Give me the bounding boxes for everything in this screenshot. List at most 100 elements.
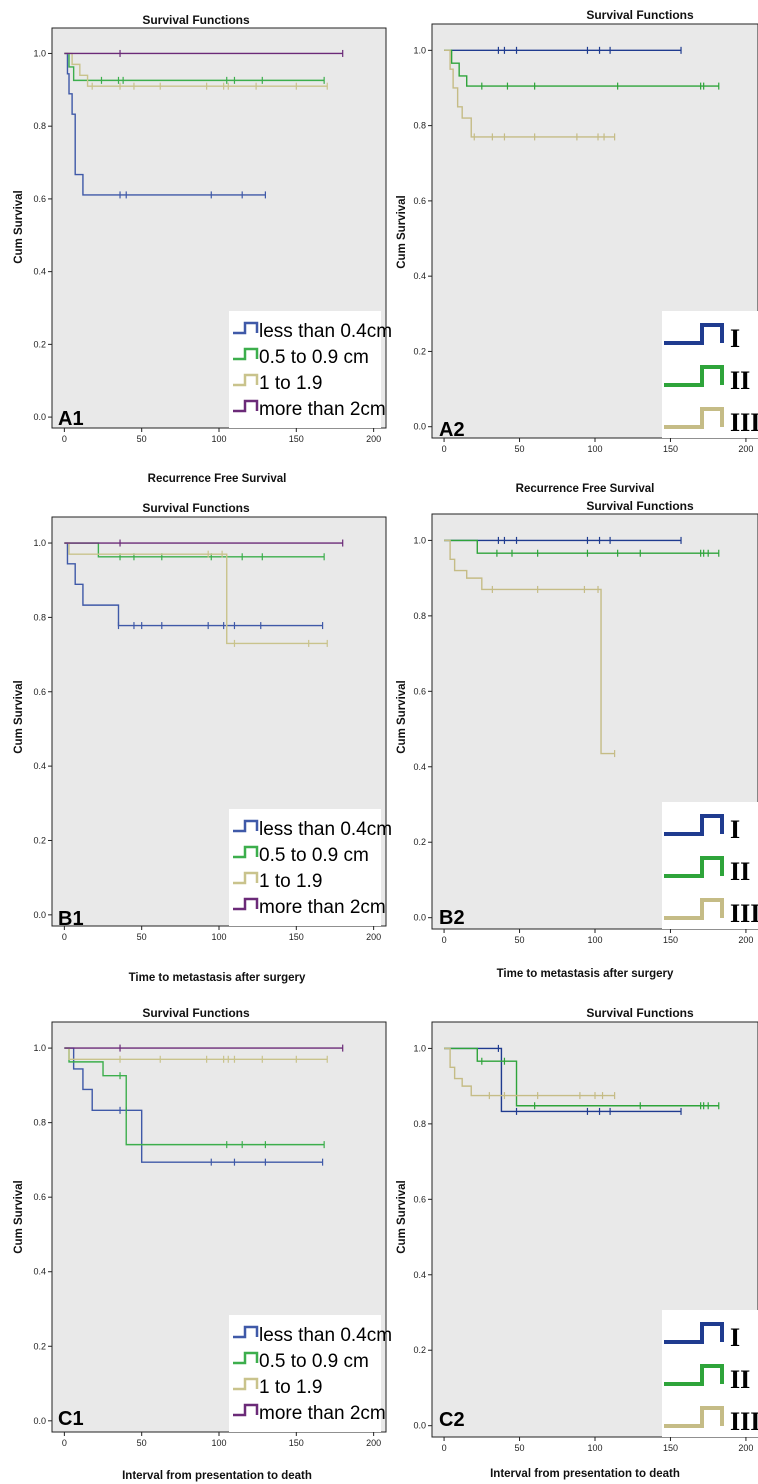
legend-swatch-less-than-0-4cm	[233, 1325, 259, 1339]
legend-label: more than 2cm	[259, 897, 386, 918]
survival-curve-less-than-0-4cm	[64, 542, 323, 627]
legend-swatch-less-than-0-4cm	[233, 321, 259, 335]
x-tick-label: 200	[738, 1443, 753, 1453]
x-tick-label: 100	[211, 1438, 226, 1448]
legend-label: II	[730, 1365, 750, 1394]
y-tick-label: 0.0	[413, 422, 426, 432]
y-tick-label: 0.8	[413, 1119, 426, 1129]
x-tick-label: 0	[62, 434, 67, 444]
legend-label: less than 0.4cm	[259, 321, 392, 342]
legend-swatch-grade-iii	[664, 1406, 724, 1428]
y-tick-label: 0.6	[413, 1194, 426, 1204]
legend-swatch-more-than-2cm	[233, 399, 259, 413]
y-tick-label: 0.8	[413, 121, 426, 131]
y-tick-label: 0.4	[33, 1267, 46, 1277]
legend-swatch-grade-i	[664, 814, 724, 836]
x-tick-label: 50	[137, 932, 147, 942]
x-tick-label: 200	[738, 444, 753, 454]
chart-title: Survival Functions	[586, 499, 694, 513]
chart-panel-c1: Survival Functions Interval from presenta…	[13, 1006, 392, 1482]
legend-label: I	[730, 815, 740, 844]
y-tick-label: 0.6	[33, 1192, 46, 1202]
legend-label: 1 to 1.9	[259, 373, 322, 394]
legend-swatch-grade-ii	[664, 365, 724, 387]
legend-box	[662, 311, 758, 438]
x-tick-label: 0	[442, 444, 447, 454]
legend-label: 0.5 to 0.9 cm	[259, 1351, 369, 1372]
legend-label: II	[730, 857, 750, 886]
survival-curve-ii	[444, 49, 719, 87]
x-tick-label: 150	[663, 1443, 678, 1453]
legend-swatch-grade-iii	[664, 407, 724, 429]
x-axis-label: Recurrence Free Survival	[516, 483, 655, 495]
legend-box	[229, 1315, 381, 1432]
legend-swatch-grade-ii	[664, 1364, 724, 1386]
legend-box	[662, 1310, 758, 1437]
legend-label: I	[730, 1323, 740, 1352]
legend-swatch-0-5-to-0-9-cm	[233, 1351, 259, 1365]
legend-label: III	[730, 408, 758, 437]
survival-curve-less-than-0-4cm	[64, 52, 266, 196]
y-tick-label: 0.0	[413, 913, 426, 923]
legend-swatch-grade-i	[664, 1322, 724, 1344]
legend-label: II	[730, 366, 750, 395]
x-tick-label: 200	[366, 434, 381, 444]
y-axis-label: Cum Survival	[13, 680, 25, 754]
x-tick-label: 150	[289, 1438, 304, 1448]
legend-box	[229, 809, 381, 926]
chart-panel-c2: Survival Functions Interval from presenta…	[396, 1006, 758, 1480]
legend-label: less than 0.4cm	[259, 819, 392, 840]
y-tick-label: 0.0	[33, 412, 46, 422]
y-tick-label: 0.2	[413, 1345, 426, 1355]
x-tick-label: 100	[211, 932, 226, 942]
legend-label: I	[730, 324, 740, 353]
x-tick-label: 50	[515, 935, 525, 945]
survival-curve-1-to-1-9	[64, 52, 328, 87]
legend-label: III	[730, 1407, 758, 1436]
survival-curve-iii	[444, 49, 615, 138]
x-tick-label: 150	[289, 932, 304, 942]
chart-title: Survival Functions	[142, 501, 250, 515]
legend-swatch-0-5-to-0-9-cm	[233, 347, 259, 361]
y-axis-label: Cum Survival	[396, 195, 408, 269]
legend-label: more than 2cm	[259, 399, 386, 420]
x-axis-label: Time to metastasis after surgery	[497, 968, 674, 980]
x-tick-label: 0	[62, 1438, 67, 1448]
panel-label: C1	[58, 1408, 84, 1430]
y-tick-label: 0.2	[33, 339, 46, 349]
y-tick-label: 0.0	[33, 910, 46, 920]
legend-label: 0.5 to 0.9 cm	[259, 845, 369, 866]
y-tick-label: 0.8	[33, 1118, 46, 1128]
legend-label: III	[730, 899, 758, 928]
x-tick-label: 200	[738, 935, 753, 945]
legend: less than 0.4cm 0.5 to 0.9 cm 1 to 1.9 more…	[229, 1315, 392, 1432]
legend-swatch-1-to-1-9	[233, 373, 259, 387]
x-tick-label: 200	[366, 1438, 381, 1448]
survival-curve-iii	[444, 1047, 615, 1097]
y-tick-label: 0.2	[33, 835, 46, 845]
y-tick-label: 1.0	[33, 538, 46, 548]
x-tick-label: 50	[515, 444, 525, 454]
legend-swatch-1-to-1-9	[233, 1377, 259, 1391]
y-tick-label: 0.4	[413, 1270, 426, 1280]
legend-swatch-0-5-to-0-9-cm	[233, 845, 259, 859]
chart-panel-a2: Survival Functions Recurrence Free Surviv…	[396, 8, 758, 495]
y-tick-label: 0.4	[33, 267, 46, 277]
legend-swatch-grade-ii	[664, 856, 724, 878]
y-tick-label: 0.0	[413, 1421, 426, 1431]
y-tick-label: 0.6	[33, 194, 46, 204]
legend-label: 0.5 to 0.9 cm	[259, 347, 369, 368]
legend-label: 1 to 1.9	[259, 1377, 322, 1398]
y-tick-label: 0.6	[413, 196, 426, 206]
y-tick-label: 1.0	[33, 1043, 46, 1053]
y-tick-label: 0.2	[413, 346, 426, 356]
y-tick-label: 0.6	[33, 687, 46, 697]
y-tick-label: 1.0	[413, 535, 426, 545]
x-tick-label: 100	[211, 434, 226, 444]
y-axis-label: Cum Survival	[396, 680, 408, 754]
x-tick-label: 100	[587, 444, 602, 454]
y-tick-label: 0.8	[33, 121, 46, 131]
x-tick-label: 100	[587, 1443, 602, 1453]
